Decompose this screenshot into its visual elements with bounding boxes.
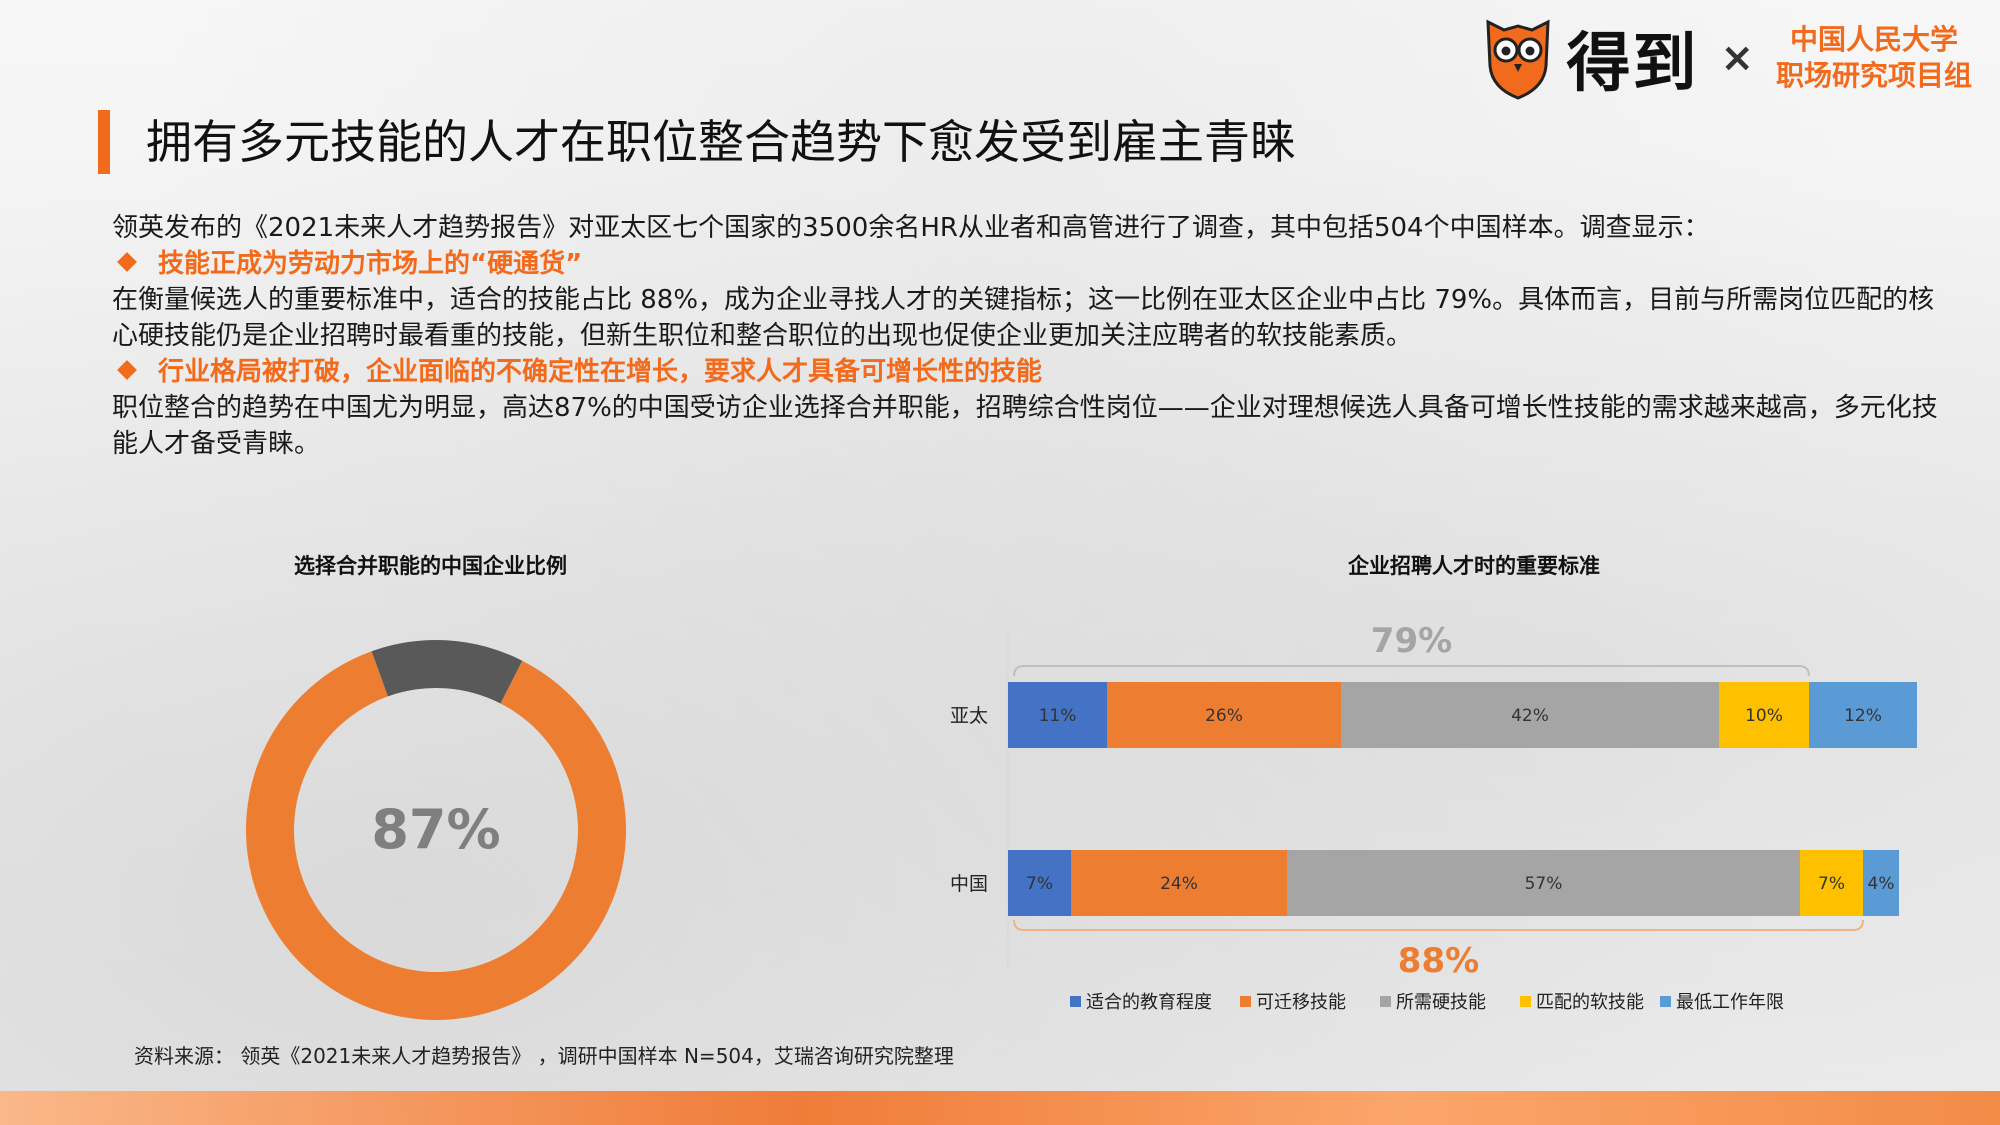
category-label: 中国 xyxy=(950,873,988,895)
point-1-text: 在衡量候选人的重要标准中，适合的技能占比 88%，成为企业寻找人才的关键指标；这… xyxy=(112,285,1935,351)
bar-data-label: 11% xyxy=(1039,706,1077,726)
category-label: 亚太 xyxy=(950,705,988,727)
legend-swatch xyxy=(1660,996,1671,1007)
point-1-title: 技能正成为劳动力市场上的“硬通货” xyxy=(158,249,583,279)
owl-logo-icon xyxy=(1486,19,1551,100)
legend-swatch xyxy=(1520,996,1531,1007)
bar-data-label: 26% xyxy=(1205,706,1243,726)
donut-slice-1 xyxy=(371,640,523,704)
source-note: 资料来源： 领英《2021未来人才趋势报告》 ，调研中国样本 N=504，艾瑞咨… xyxy=(134,1044,954,1068)
donut-chart-title: 选择合并职能的中国企业比例 xyxy=(294,554,567,578)
times-sign: × xyxy=(1720,35,1754,81)
bar-segment xyxy=(1008,850,1071,916)
donut-center-label: 87% xyxy=(371,798,500,861)
org-line-1: 中国人民大学 xyxy=(1789,23,1958,56)
bottom-decor xyxy=(0,1091,2000,1125)
legend-label: 适合的教育程度 xyxy=(1086,992,1212,1013)
annotation-label: 79% xyxy=(1371,621,1452,661)
title-accent-bar xyxy=(98,110,110,174)
legend-swatch xyxy=(1380,996,1391,1007)
page-title: 拥有多元技能的人才在职位整合趋势下愈发受到雇主青睐 xyxy=(146,115,1296,169)
annotation-label: 88% xyxy=(1398,941,1479,981)
point-2-heading: 行业格局被打破，企业面临的不确定性在增长，要求人才具备可增长性的技能 xyxy=(112,354,1942,390)
diamond-bullet-icon xyxy=(117,360,137,380)
bar-data-label: 12% xyxy=(1844,706,1882,726)
bar-segment xyxy=(1341,682,1719,748)
point-2-title: 行业格局被打破，企业面临的不确定性在增长，要求人才具备可增长性的技能 xyxy=(158,357,1043,387)
legend-swatch xyxy=(1240,996,1251,1007)
bar-segment xyxy=(1719,682,1809,748)
bar-data-label: 10% xyxy=(1745,706,1783,726)
bar-segment xyxy=(1800,850,1863,916)
bar-data-label: 7% xyxy=(1818,874,1845,894)
bar-segment xyxy=(1008,682,1107,748)
bar-data-label: 4% xyxy=(1868,874,1895,894)
legend-label: 最低工作年限 xyxy=(1676,992,1784,1013)
bar-data-label: 42% xyxy=(1511,706,1549,726)
bracket-annotation xyxy=(1013,665,1810,677)
bar-segment xyxy=(1863,850,1899,916)
org-name: 中国人民大学 职场研究项目组 xyxy=(1776,22,1972,94)
intro-text: 领英发布的《2021未来人才趋势报告》对亚太区七个国家的3500余名HR从业者和… xyxy=(112,213,1710,243)
point-2-text: 职位整合的趋势在中国尤为明显，高达87%的中国受访企业选择合并职能，招聘综合性岗… xyxy=(112,393,1938,459)
bar-data-label: 7% xyxy=(1026,874,1053,894)
bar-segment xyxy=(1107,682,1341,748)
bracket-annotation xyxy=(1013,919,1864,931)
legend-label: 匹配的软技能 xyxy=(1536,992,1644,1013)
legend-label: 所需硬技能 xyxy=(1396,992,1486,1013)
bar-chart-title: 企业招聘人才时的重要标准 xyxy=(1348,554,1600,578)
bar-data-label: 24% xyxy=(1160,874,1198,894)
bar-segment xyxy=(1809,682,1917,748)
org-line-2: 职场研究项目组 xyxy=(1775,59,1972,92)
brand-name: 得到 xyxy=(1566,26,1699,101)
logo-group: 得到 × 中国人民大学 职场研究项目组 xyxy=(1484,12,1972,104)
donut-svg: 87% xyxy=(246,640,627,1020)
donut-chart: 87% xyxy=(236,630,636,1030)
legend-swatch xyxy=(1070,996,1081,1007)
body-text: 领英发布的《2021未来人才趋势报告》对亚太区七个国家的3500余名HR从业者和… xyxy=(112,210,1942,462)
bar-segment xyxy=(1287,850,1800,916)
legend-label: 可迁移技能 xyxy=(1256,992,1346,1013)
point-1-heading: 技能正成为劳动力市场上的“硬通货” xyxy=(112,246,1942,282)
diamond-bullet-icon xyxy=(117,252,137,272)
bar-data-label: 57% xyxy=(1525,874,1563,894)
stacked-bar-chart: 亚太 11% 26% 42% 10% 12% 79% 中国 7% 24% 57% 7% 4% 88% 适合的… xyxy=(950,621,1917,1013)
bar-segment xyxy=(1071,850,1287,916)
